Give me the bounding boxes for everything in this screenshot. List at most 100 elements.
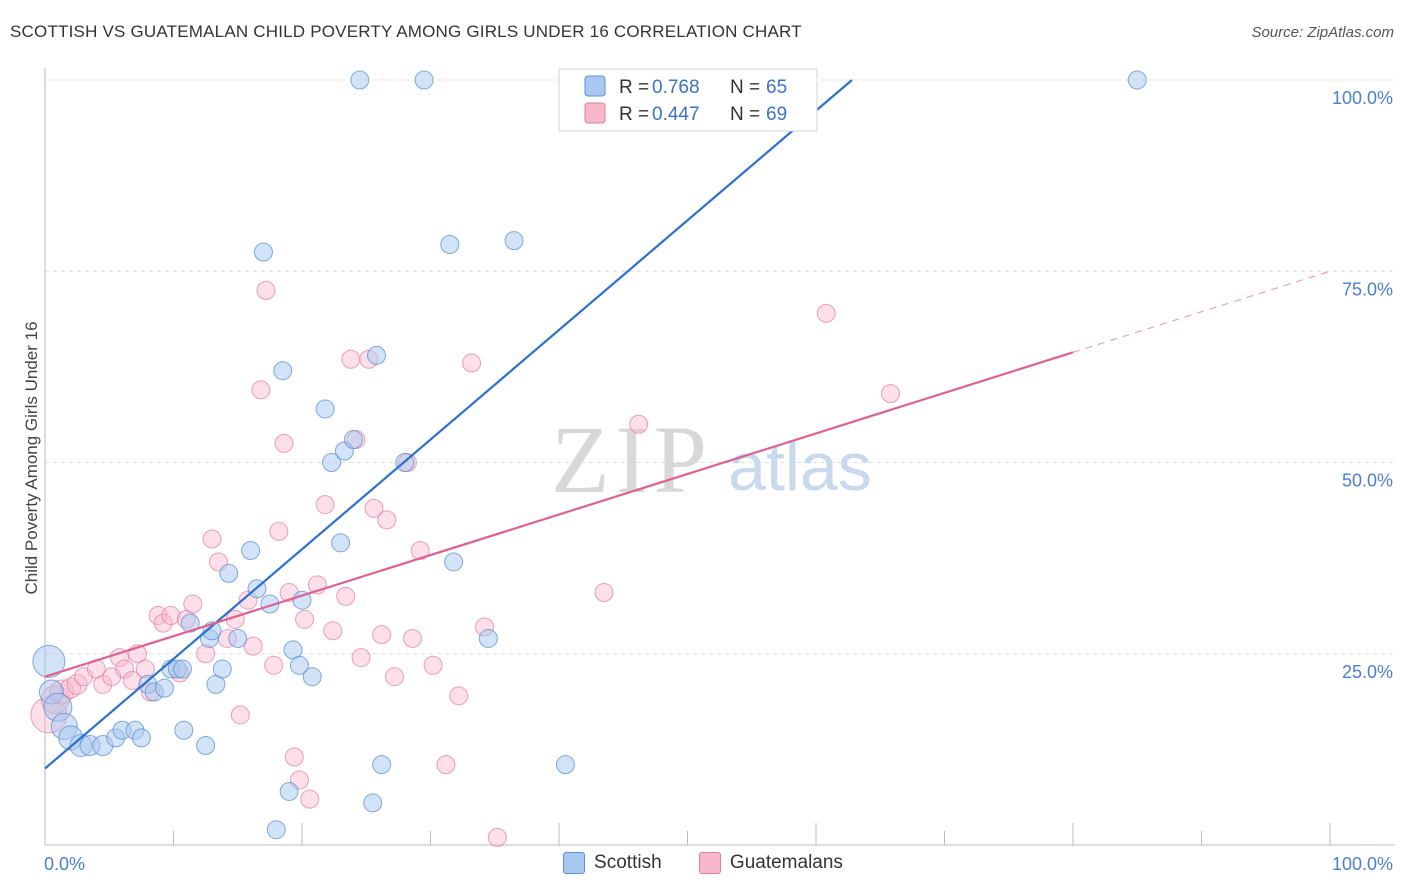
top-legend: R = 0.768 N = 65 R = 0.447 N = 69	[558, 68, 818, 132]
guatemalans-point	[423, 655, 443, 675]
guatemalans-point	[264, 655, 284, 675]
scottish-r-label: R =	[619, 77, 649, 98]
scottish-swatch	[563, 852, 586, 874]
scottish-point	[504, 231, 524, 251]
scottish-point	[444, 552, 464, 572]
guatemalans-point	[816, 303, 836, 323]
scottish-point	[155, 678, 175, 698]
guatemalans-point	[487, 827, 507, 847]
scottish-n-label: N =	[730, 77, 760, 98]
scottish-trend-line	[44, 79, 853, 770]
watermark: ZIP atlas	[551, 406, 872, 513]
scottish-point	[315, 399, 335, 419]
scottish-point	[350, 70, 370, 90]
y-tick-label: 75.0%	[1342, 279, 1393, 299]
guatemalans-point	[436, 755, 456, 775]
legend-label-guatemalans: Guatemalans	[729, 852, 843, 873]
guatemalan-r-value: 0.447	[652, 104, 700, 125]
watermark-zip: ZIP	[551, 406, 713, 513]
scottish-point	[302, 667, 322, 687]
scottish-point	[32, 644, 66, 678]
scottish-point	[241, 540, 261, 560]
scottish-point	[292, 590, 312, 610]
guatemalans-point	[323, 621, 343, 641]
y-tick-label: 100.0%	[1332, 88, 1393, 108]
guatemalans-point	[341, 349, 361, 369]
guatemalans-point	[410, 540, 430, 560]
guatemalans-trend-line	[44, 351, 1074, 678]
guatemalans-point	[202, 529, 222, 549]
guatemalan-legend-swatch	[584, 102, 606, 124]
source-label: Source: ZipAtlas.com	[1251, 24, 1394, 41]
y-tick-label: 25.0%	[1342, 662, 1393, 682]
chart-title: SCOTTISH VS GUATEMALAN CHILD POVERTY AMO…	[10, 22, 802, 41]
scottish-point	[174, 720, 194, 740]
guatemalans-trend-extension	[1072, 270, 1331, 353]
scottish-points	[32, 70, 1147, 840]
scottish-point	[555, 755, 575, 775]
guatemalans-point	[243, 636, 263, 656]
guatemalans-point	[315, 495, 335, 515]
scottish-legend-swatch	[584, 75, 606, 97]
scottish-point	[228, 628, 248, 648]
guatemalans-points	[30, 280, 901, 847]
scottish-point	[440, 234, 460, 254]
x-tick-label-min: 0.0%	[44, 854, 85, 874]
guatemalans-point	[449, 686, 469, 706]
scottish-point	[367, 345, 387, 365]
scottish-point	[212, 659, 232, 679]
bottom-legend: Scottish Guatemalans	[0, 852, 1406, 880]
guatemalans-point	[183, 594, 203, 614]
scottish-point	[196, 736, 216, 756]
guatemalans-point	[110, 648, 130, 668]
guatemalans-point	[230, 705, 250, 725]
guatemalans-point	[251, 380, 271, 400]
guatemalans-point	[153, 613, 173, 633]
guatemalans-point	[364, 498, 384, 518]
scottish-point	[279, 781, 299, 801]
guatemalans-point	[351, 648, 371, 668]
scottish-point	[289, 655, 309, 675]
scottish-point	[372, 755, 392, 775]
guatemalans-point	[256, 280, 276, 300]
axes	[44, 68, 1395, 846]
x-tick-label-max: 100.0%	[1332, 854, 1393, 874]
scottish-point	[131, 728, 151, 748]
scottish-point	[478, 628, 498, 648]
guatemalan-n-label: N =	[730, 104, 760, 125]
scottish-point	[363, 793, 383, 813]
guatemalans-point	[269, 521, 289, 541]
scottish-point	[172, 659, 192, 679]
legend-item-scottish: Scottish	[563, 852, 662, 874]
guatemalans-point	[66, 673, 88, 695]
guatemalan-n-value: 69	[766, 104, 787, 125]
scottish-point	[253, 242, 273, 262]
scottish-point	[331, 533, 351, 553]
guatemalans-point	[594, 583, 614, 603]
y-tick-label: 50.0%	[1342, 471, 1393, 491]
scottish-point	[219, 563, 239, 583]
watermark-atlas: atlas	[728, 429, 872, 505]
guatemalans-swatch	[698, 852, 721, 874]
scottish-r-value: 0.768	[652, 77, 700, 98]
guatemalan-r-label: R =	[619, 104, 649, 125]
guatemalans-point	[295, 609, 315, 629]
guatemalans-point	[403, 628, 423, 648]
tick-labels: 25.0% 50.0% 75.0% 100.0% 0.0% 100.0%	[44, 88, 1393, 874]
guatemalans-point	[372, 625, 392, 645]
guatemalans-point	[300, 789, 320, 809]
scottish-point	[343, 430, 363, 450]
trend-lines	[44, 79, 1331, 770]
legend-item-guatemalans: Guatemalans	[698, 852, 843, 874]
guatemalans-point	[115, 659, 135, 679]
legend-label-scottish: Scottish	[594, 852, 662, 873]
guatemalans-point	[274, 433, 294, 453]
guatemalans-point	[336, 586, 356, 606]
scottish-point	[414, 70, 434, 90]
guatemalans-point	[377, 510, 397, 530]
guatemalans-point	[881, 384, 901, 404]
guatemalans-point	[462, 353, 482, 373]
guatemalans-point	[385, 667, 405, 687]
guatemalans-point	[161, 606, 181, 625]
